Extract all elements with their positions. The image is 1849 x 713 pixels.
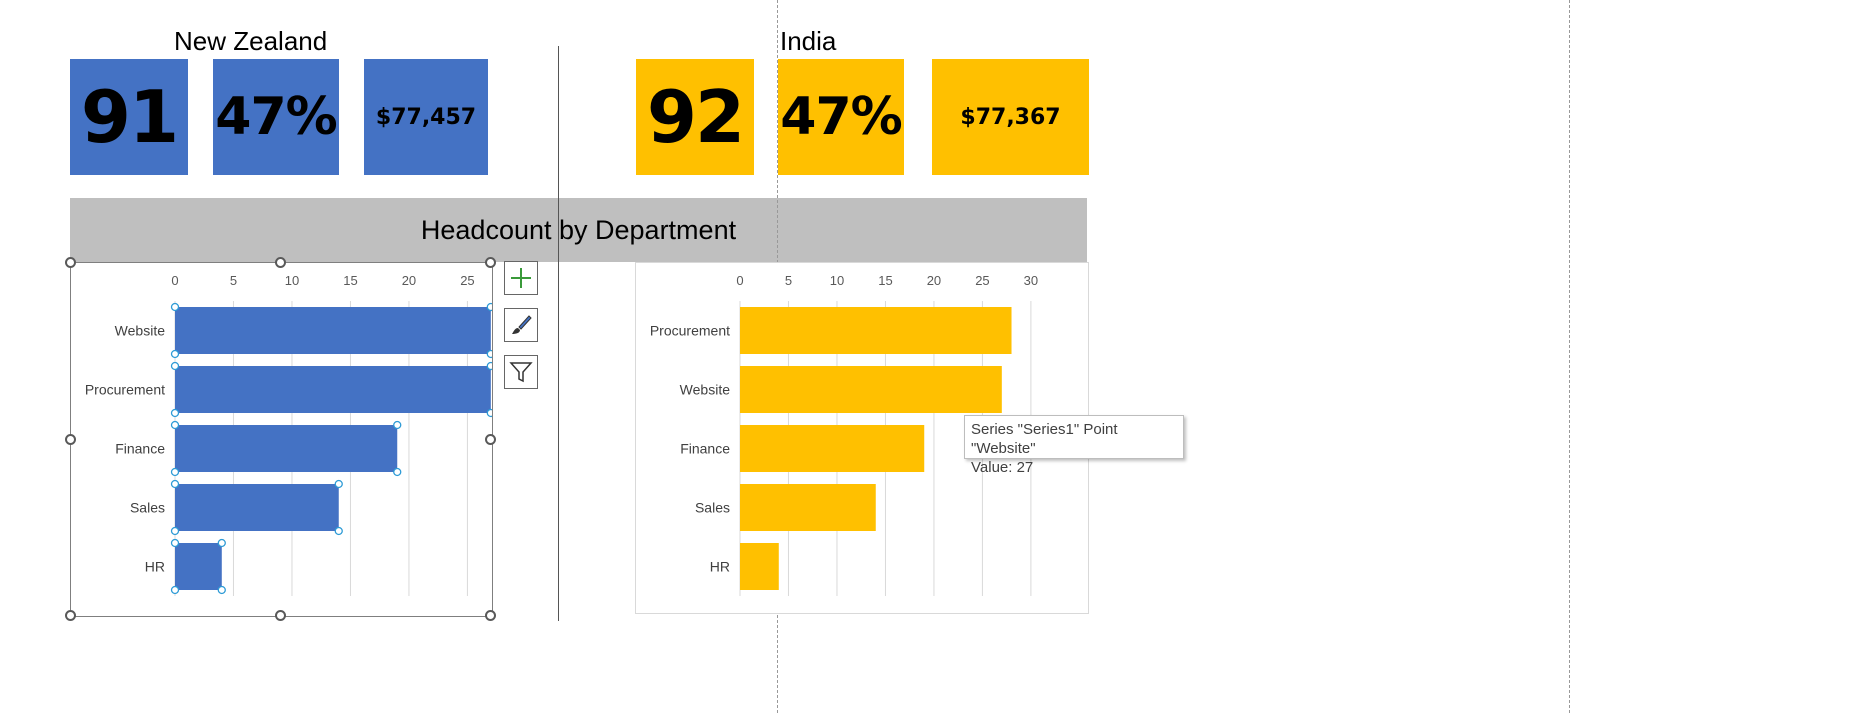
- bar-selection-handle[interactable]: [334, 526, 343, 536]
- category-label: HR: [145, 559, 165, 575]
- chart-filters-button[interactable]: [504, 355, 538, 389]
- bar-hr[interactable]: [740, 543, 779, 590]
- bar-sales[interactable]: [175, 484, 339, 531]
- bar-selection-handle[interactable]: [486, 349, 495, 359]
- resize-handle[interactable]: [275, 257, 286, 268]
- chart-tooltip: Series "Series1" Point "Website" Value: …: [964, 415, 1184, 476]
- page-break-line: [1569, 0, 1570, 713]
- category-label: Procurement: [650, 323, 730, 339]
- chart-styles-button[interactable]: [504, 308, 538, 342]
- category-label: Website: [680, 382, 731, 398]
- x-tick-label: 0: [736, 273, 743, 288]
- nz-bar-chart-svg: 051015202530WebsiteProcurementFinanceSal…: [85, 273, 533, 596]
- left-percent-tile[interactable]: 47%: [213, 59, 339, 175]
- india-bar-chart-svg: 0 5 10 15 20 25 30 Procurement Website Finance Sal…: [650, 273, 1038, 596]
- x-tick-label: 10: [830, 273, 844, 288]
- chart-elements-button[interactable]: [504, 261, 538, 295]
- bar-finance[interactable]: [175, 425, 398, 472]
- banner-title: Headcount by Department: [420, 214, 737, 245]
- x-tick-label: 15: [878, 273, 892, 288]
- resize-handle[interactable]: [485, 434, 496, 445]
- india-department-chart[interactable]: 0 5 10 15 20 25 30 Procurement Website Finance Sal…: [635, 262, 1089, 614]
- bar-selection-handle[interactable]: [170, 408, 180, 418]
- bar-selection-handle[interactable]: [170, 526, 180, 536]
- x-tick-label: 25: [975, 273, 989, 288]
- bar-procurement[interactable]: [175, 366, 491, 413]
- brush-icon: [512, 315, 532, 334]
- bar-website[interactable]: [175, 307, 491, 354]
- bar-selection-handle[interactable]: [170, 361, 180, 371]
- bar-sales[interactable]: [740, 484, 876, 531]
- bar-selection-handle[interactable]: [170, 585, 180, 595]
- bar-website[interactable]: [740, 366, 1002, 413]
- category-label: Procurement: [85, 382, 165, 398]
- resize-handle[interactable]: [275, 610, 286, 621]
- x-tick-label: 30: [1024, 273, 1038, 288]
- bar-selection-handle[interactable]: [334, 479, 343, 489]
- x-tick-label: 15: [343, 273, 357, 288]
- bar-selection-handle[interactable]: [170, 302, 180, 312]
- x-tick-label: 10: [285, 273, 299, 288]
- left-country-title: New Zealand: [174, 26, 328, 56]
- x-tick-label: 20: [927, 273, 941, 288]
- right-salary-tile[interactable]: $77,367: [932, 59, 1089, 175]
- bar-selection-handle[interactable]: [486, 408, 495, 418]
- bar-selection-handle[interactable]: [170, 538, 180, 548]
- bar-selection-handle[interactable]: [170, 349, 180, 359]
- resize-handle[interactable]: [65, 610, 76, 621]
- plus-icon: [511, 268, 531, 288]
- x-tick-label: 20: [402, 273, 416, 288]
- filter-icon: [509, 362, 533, 383]
- bar-selection-handle[interactable]: [393, 467, 402, 477]
- tooltip-value: Value: 27: [971, 459, 1034, 476]
- category-label: Finance: [680, 441, 730, 457]
- bar-selection-handle[interactable]: [170, 420, 180, 430]
- left-headcount-tile[interactable]: 91: [70, 59, 188, 175]
- headcount-banner[interactable]: Headcount by Department: [70, 198, 1087, 262]
- resize-handle[interactable]: [485, 257, 496, 268]
- category-label: Sales: [130, 500, 165, 516]
- category-label: Sales: [695, 500, 730, 516]
- right-headcount-tile[interactable]: 92: [636, 59, 754, 175]
- right-percent-tile[interactable]: 47%: [778, 59, 904, 175]
- tooltip-series-point: Series "Series1" Point "Website": [971, 421, 1118, 457]
- bar-selection-handle[interactable]: [217, 585, 226, 595]
- nz-department-chart[interactable]: 051015202530WebsiteProcurementFinanceSal…: [70, 262, 533, 617]
- left-salary-tile[interactable]: $77,457: [364, 59, 488, 175]
- resize-handle[interactable]: [65, 434, 76, 445]
- x-tick-label: 5: [230, 273, 237, 288]
- category-label: Finance: [115, 441, 165, 457]
- bar-finance[interactable]: [740, 425, 925, 472]
- bar-procurement[interactable]: [740, 307, 1012, 354]
- right-country-title: India: [780, 26, 837, 56]
- x-tick-label: 25: [460, 273, 474, 288]
- bar-hr[interactable]: [175, 543, 222, 590]
- bar-selection-handle[interactable]: [170, 467, 180, 477]
- column-divider: [558, 46, 559, 621]
- x-tick-label: 5: [785, 273, 792, 288]
- bar-selection-handle[interactable]: [170, 479, 180, 489]
- bar-selection-handle[interactable]: [217, 538, 226, 548]
- x-tick-label: 0: [171, 273, 178, 288]
- resize-handle[interactable]: [65, 257, 76, 268]
- category-label: Website: [115, 323, 166, 339]
- bar-selection-handle[interactable]: [486, 302, 495, 312]
- category-label: HR: [710, 559, 730, 575]
- resize-handle[interactable]: [485, 610, 496, 621]
- bar-selection-handle[interactable]: [393, 420, 402, 430]
- bar-selection-handle[interactable]: [486, 361, 495, 371]
